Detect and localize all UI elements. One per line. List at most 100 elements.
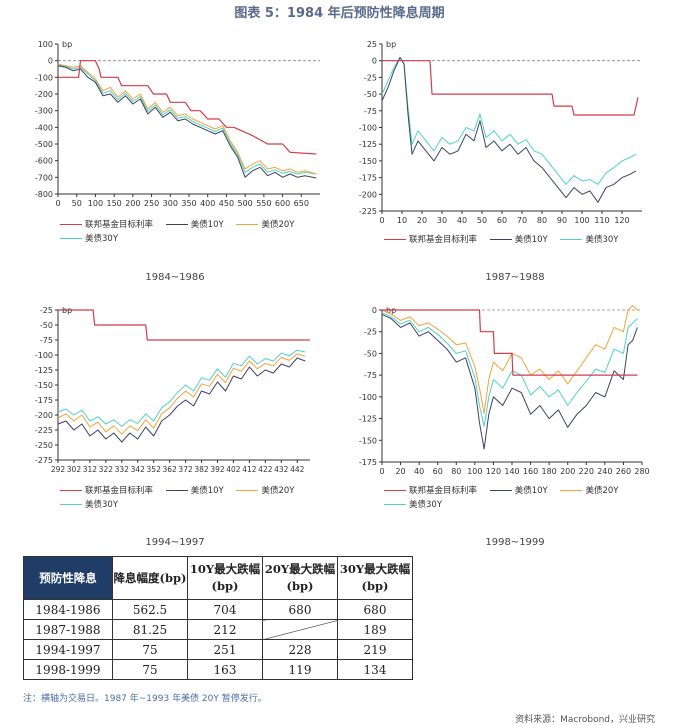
x-tick-label: 220 [579, 467, 594, 476]
y-tick-label: -25 [40, 306, 53, 315]
legend-item-20y: 美债20Y [236, 484, 294, 498]
x-tick-label: 120 [486, 467, 501, 476]
series-line-y10 [57, 357, 306, 443]
legend-item-fed: 联邦基金目标利率 [384, 484, 477, 498]
x-tick-label: 40 [414, 467, 424, 476]
y-tick-label: -700 [35, 173, 53, 182]
legend-item-fed: 联邦基金目标利率 [60, 484, 153, 498]
y-tick-label: 25 [367, 40, 377, 49]
y-tick-label: -200 [35, 411, 53, 420]
y-tick-label: -75 [364, 371, 377, 380]
table-cell: 163 [187, 659, 263, 680]
x-tick-label: 70 [517, 216, 527, 225]
y-tick-label: -400 [35, 123, 53, 132]
table-row: 1998-1999 75 163 119 134 [23, 659, 413, 680]
x-tick-label: 20 [417, 216, 427, 225]
y-tick-label: -225 [35, 426, 53, 435]
table-cell: 134 [337, 659, 413, 680]
table-header-cell: 降息幅度(bp) [112, 556, 188, 600]
table-cell: 75 [112, 659, 188, 680]
x-tick-label: 60 [433, 467, 443, 476]
y-tick-label: 0 [372, 57, 377, 66]
x-tick-label: 20 [395, 467, 405, 476]
series-line-y30 [57, 64, 317, 175]
table-header-row: 预防性降息 降息幅度(bp) 10Y最大跌幅(bp) 20Y最大跌幅(bp) 3… [23, 556, 413, 600]
y-tick-label: -150 [359, 436, 377, 445]
y-tick-label: -125 [359, 140, 377, 149]
x-tick-label: 250 [144, 199, 159, 208]
x-tick-label: 442 [290, 465, 305, 474]
x-tick-label: 412 [242, 465, 257, 474]
legend-item-30y: 美债30Y [384, 498, 442, 512]
x-tick-label: 550 [256, 199, 271, 208]
x-tick-label: 0 [55, 199, 60, 208]
x-tick-label: 422 [258, 465, 273, 474]
x-tick-label: 80 [537, 216, 547, 225]
table-cell: 219 [337, 639, 413, 660]
series-line-y20 [57, 63, 317, 175]
series-line-y30 [381, 56, 637, 185]
series-line-y10 [381, 56, 637, 203]
table-cell: 1987-1988 [23, 619, 113, 640]
x-tick-label: 100 [574, 216, 589, 225]
x-tick-label: 650 [294, 199, 309, 208]
x-tick-label: 280 [634, 467, 649, 476]
legend-item-10y: 美债10Y [489, 233, 548, 247]
y-tick-label: -600 [35, 157, 53, 166]
y-tick-label: -500 [35, 140, 53, 149]
series-line-y20 [381, 305, 638, 414]
y-tick-label: -100 [359, 124, 377, 133]
series-line-fed [58, 60, 317, 155]
y-tick-label: -275 [35, 456, 53, 465]
x-tick-label: 322 [99, 465, 114, 474]
y-tick-label: -175 [359, 174, 377, 183]
x-tick-label: 260 [616, 467, 631, 476]
x-tick-label: 392 [210, 465, 225, 474]
table-row: 1987-1988 81.25 212 189 [23, 619, 413, 640]
caption-1987: 1987~1988 [485, 272, 545, 283]
y-tick-label: -800 [35, 190, 53, 199]
legend-1987: 联邦基金目标利率 美债10Y 美债30Y [384, 233, 664, 247]
chart-panel-1987: bp 25 0 -25 -50 -75 -100 -125 -150 -175 -200 -225 0 1… [340, 32, 670, 225]
x-tick-label: 352 [147, 465, 162, 474]
y-tick-label: -175 [359, 458, 377, 467]
table-cell: 119 [262, 659, 338, 680]
table-row: 1994-1997 75 251 228 219 [23, 639, 413, 660]
y-tick-label: -75 [364, 107, 377, 116]
table-header-cell: 预防性降息 [23, 556, 113, 600]
table-cell: 680 [262, 599, 338, 620]
x-tick-label: 160 [523, 467, 538, 476]
x-tick-label: 0 [379, 216, 384, 225]
x-tick-label: 312 [83, 465, 98, 474]
x-tick-label: 500 [238, 199, 253, 208]
legend-item-30y: 美债30Y [60, 498, 118, 512]
y-tick-label: -75 [40, 336, 53, 345]
x-tick-label: 342 [131, 465, 146, 474]
series-line-fed [382, 60, 639, 116]
series-line-fed [382, 309, 638, 376]
figure-title: 图表 5：1984 年后预防性降息周期 [234, 6, 445, 21]
y-tick-label: -25 [364, 328, 377, 337]
y-tick-label: -150 [359, 157, 377, 166]
legend-1998: 联邦基金目标利率 美债10Y 美债20Y 美债30Y [384, 484, 664, 512]
legend-item-30y: 美债30Y [60, 232, 118, 246]
y-tick-label: -125 [359, 415, 377, 424]
legend-item-20y: 美债20Y [560, 484, 618, 498]
x-tick-label: 372 [178, 465, 193, 474]
y-tick-label: -50 [364, 90, 377, 99]
y-tick-label: -100 [35, 73, 53, 82]
x-tick-label: 332 [115, 465, 130, 474]
y-tick-label: -50 [40, 321, 53, 330]
x-tick-label: 0 [379, 467, 384, 476]
table-cell: 1994-1997 [23, 639, 113, 660]
chart-panel-1994: bp -25 -50 -75 -100 -125 -150 -175 -200 -225 -250-… [0, 302, 330, 492]
x-tick-label: 80 [451, 467, 461, 476]
series-line-y10 [57, 65, 317, 179]
x-tick-label: 50 [72, 199, 82, 208]
caption-1998: 1998~1999 [485, 537, 545, 548]
y-tick-label: -100 [359, 393, 377, 402]
x-tick-label: 362 [162, 465, 177, 474]
